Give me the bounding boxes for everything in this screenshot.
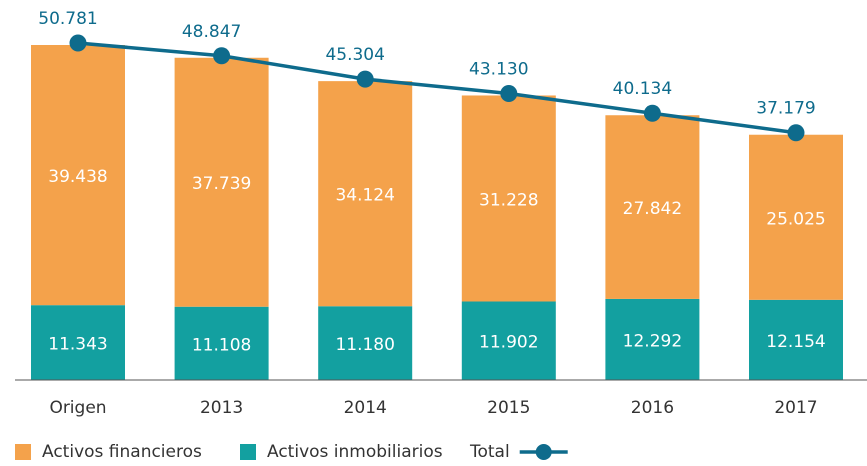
total-label: 48.847 [182, 22, 241, 42]
x-tick-label: 2013 [200, 398, 243, 418]
legend-label: Activos financieros [42, 442, 202, 462]
x-tick-label: 2015 [487, 398, 530, 418]
bar-label: 25.025 [766, 209, 825, 229]
bar-label: 11.902 [479, 333, 538, 353]
total-point [643, 104, 661, 122]
total-label: 37.179 [756, 99, 815, 119]
bar [174, 306, 269, 380]
bar [31, 45, 125, 306]
bar-label: 12.292 [623, 331, 682, 351]
bar [318, 306, 413, 380]
bar-label: 11.108 [192, 335, 251, 355]
bar [31, 305, 125, 380]
bar-label: 11.180 [335, 335, 394, 355]
total-line [77, 41, 797, 135]
total-label: 40.134 [613, 79, 672, 99]
bar [749, 134, 843, 300]
legend-point [535, 444, 552, 460]
x-tick-label: 2014 [344, 398, 387, 418]
bar-label: 37.739 [192, 174, 251, 194]
bar-label: 34.124 [335, 186, 394, 206]
bar [605, 298, 700, 380]
bar-label: 27.842 [623, 199, 682, 219]
bar-label: 12.154 [766, 332, 825, 352]
bar [461, 301, 556, 380]
legend-label: Activos inmobiliarios [267, 442, 443, 462]
total-label: 45.304 [325, 45, 384, 65]
x-tick-label: 2017 [774, 398, 817, 418]
total-point [356, 70, 374, 88]
bar [605, 115, 700, 299]
legend-swatch [240, 444, 256, 460]
total-point [69, 34, 87, 52]
x-tick-label: 2016 [631, 398, 674, 418]
x-tick-label: Origen [49, 398, 106, 418]
total-point [213, 47, 231, 65]
bar-label: 11.343 [48, 335, 107, 355]
bar-label: 31.228 [479, 190, 538, 210]
bar [749, 299, 843, 380]
bar [174, 57, 269, 307]
bar [318, 81, 413, 307]
legend-swatch [15, 444, 31, 460]
legend-label: Total [469, 442, 510, 462]
bar-label: 39.438 [48, 167, 107, 187]
total-label: 50.781 [38, 9, 97, 29]
total-point [500, 84, 518, 102]
total-point [787, 124, 805, 142]
bar [461, 95, 556, 302]
total-label: 43.130 [469, 59, 528, 79]
